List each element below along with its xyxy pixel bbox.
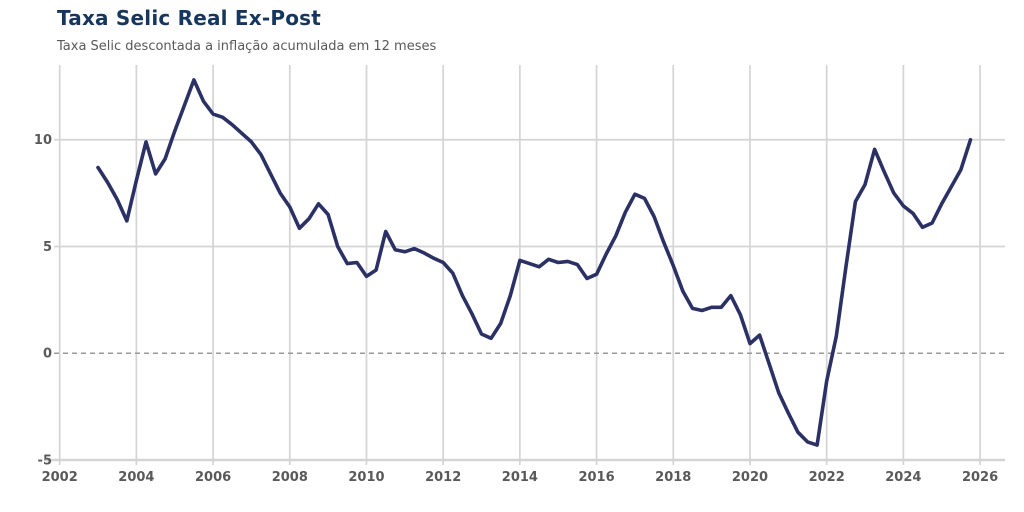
- y-tick-label: 5: [43, 240, 52, 255]
- x-tick-label: 2026: [962, 470, 998, 485]
- y-tick-label: -5: [38, 454, 52, 469]
- y-tick-label: 0: [43, 347, 52, 362]
- x-tick-label: 2008: [272, 470, 308, 485]
- x-tick-label: 2004: [118, 470, 154, 485]
- x-tick-label: 2020: [732, 470, 768, 485]
- x-tick-label: 2018: [655, 470, 691, 485]
- x-tick-label: 2014: [502, 470, 538, 485]
- chart-title: Taxa Selic Real Ex-Post: [57, 6, 322, 30]
- series-line: [96, 78, 973, 447]
- x-tick-label: 2022: [809, 470, 845, 485]
- y-tick-label: 10: [34, 133, 52, 148]
- x-tick-label: 2024: [885, 470, 921, 485]
- x-tick-label: 2016: [578, 470, 614, 485]
- x-tick-label: 2012: [425, 470, 461, 485]
- chart-subtitle: Taxa Selic descontada a inflação acumula…: [57, 39, 437, 54]
- x-tick-label: 2002: [42, 470, 78, 485]
- x-tick-label: 2010: [348, 470, 384, 485]
- x-tick-label: 2006: [195, 470, 231, 485]
